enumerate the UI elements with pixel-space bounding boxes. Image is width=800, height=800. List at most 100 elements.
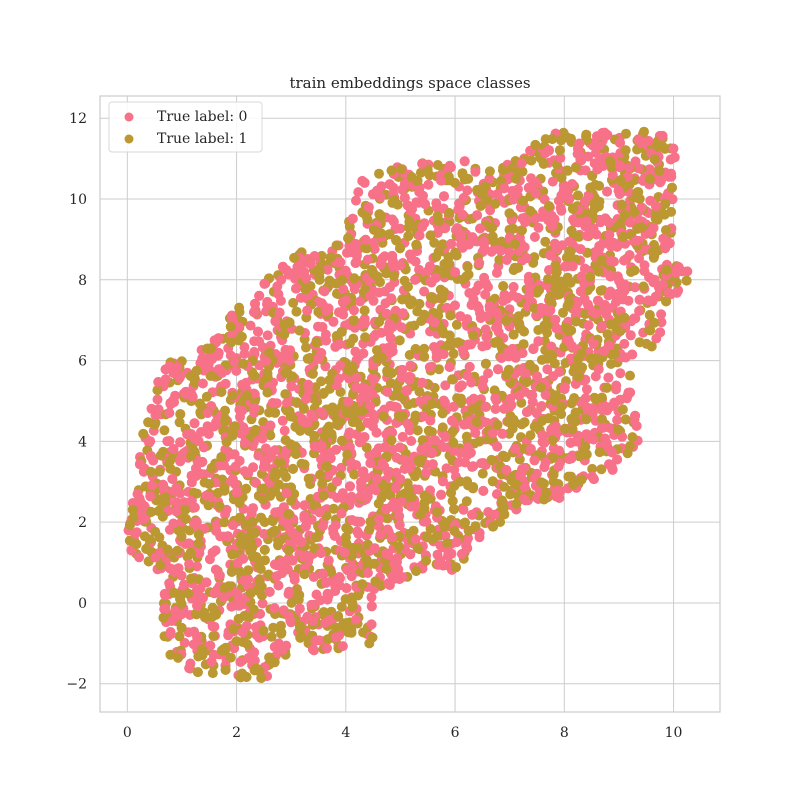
data-point-label-1 [471, 416, 482, 427]
data-point-label-1 [368, 268, 379, 279]
data-point-label-0 [495, 245, 506, 256]
data-point-label-0 [487, 428, 498, 439]
data-point-label-1 [226, 337, 237, 348]
data-point-label-0 [285, 615, 296, 626]
data-point-label-1 [348, 542, 359, 553]
data-point-label-1 [313, 306, 324, 317]
data-point-label-0 [598, 305, 609, 316]
data-point-label-1 [327, 402, 338, 413]
data-point-label-0 [615, 137, 625, 148]
data-point-label-1 [160, 492, 171, 503]
data-point-label-1 [544, 201, 554, 212]
data-point-label-0 [383, 467, 394, 478]
data-point-label-1 [243, 565, 254, 576]
data-point-label-0 [317, 322, 328, 332]
data-point-label-1 [566, 225, 577, 236]
data-point-label-1 [216, 452, 227, 463]
data-point-label-0 [205, 640, 216, 651]
data-point-label-1 [318, 388, 329, 399]
data-point-label-1 [620, 145, 631, 156]
data-point-label-0 [209, 621, 220, 632]
data-point-label-1 [571, 316, 582, 327]
data-point-label-0 [455, 311, 466, 322]
data-point-label-0 [539, 437, 550, 448]
data-point-label-1 [246, 537, 257, 548]
data-point-label-1 [516, 225, 527, 236]
data-point-label-1 [204, 479, 215, 490]
data-point-label-0 [318, 521, 328, 531]
data-point-label-1 [594, 196, 605, 207]
data-point-label-0 [223, 531, 233, 542]
data-point-label-1 [556, 135, 567, 146]
data-point-label-0 [239, 575, 249, 586]
data-point-label-0 [381, 308, 392, 319]
data-point-label-0 [480, 289, 491, 300]
data-point-label-0 [436, 489, 447, 500]
data-point-label-0 [531, 408, 542, 419]
data-point-label-1 [492, 419, 503, 430]
data-point-label-1 [439, 268, 450, 279]
data-point-label-0 [323, 555, 334, 566]
data-point-label-1 [394, 335, 405, 346]
data-point-label-0 [410, 534, 421, 545]
data-point-label-0 [479, 272, 490, 283]
data-point-label-0 [515, 469, 526, 480]
data-point-label-0 [337, 492, 348, 503]
data-point-label-1 [165, 455, 175, 466]
data-point-label-1 [242, 639, 253, 650]
data-point-label-0 [448, 401, 459, 412]
data-point-label-1 [370, 576, 381, 587]
data-point-label-1 [386, 435, 397, 446]
data-point-label-0 [309, 251, 320, 262]
data-point-label-0 [439, 397, 450, 408]
data-point-label-0 [165, 398, 176, 409]
data-point-label-1 [526, 155, 537, 166]
data-point-label-0 [483, 368, 494, 379]
data-point-label-1 [331, 622, 342, 633]
data-point-label-0 [328, 316, 339, 327]
data-point-label-0 [446, 162, 456, 173]
data-point-label-1 [570, 407, 581, 418]
data-point-label-0 [330, 341, 341, 352]
data-point-label-1 [634, 337, 645, 348]
data-point-label-0 [656, 309, 667, 320]
data-point-label-1 [576, 348, 587, 359]
data-point-label-0 [231, 487, 242, 498]
data-point-label-0 [357, 176, 368, 186]
data-point-label-1 [498, 165, 508, 176]
data-point-label-1 [462, 476, 472, 487]
data-point-label-1 [335, 416, 346, 427]
data-point-label-1 [605, 156, 616, 167]
data-point-label-0 [171, 611, 182, 621]
data-point-label-1 [638, 281, 649, 292]
data-point-label-0 [403, 420, 414, 430]
data-point-label-0 [503, 347, 514, 358]
data-point-label-0 [239, 466, 250, 477]
data-point-label-1 [214, 501, 225, 512]
data-point-label-0 [604, 229, 615, 240]
data-point-label-0 [314, 507, 325, 518]
data-point-label-0 [481, 332, 492, 342]
data-point-label-0 [347, 213, 358, 224]
data-point-label-0 [421, 516, 432, 527]
data-point-label-1 [496, 236, 507, 247]
data-point-label-0 [472, 210, 483, 221]
data-point-label-1 [437, 324, 448, 335]
data-point-label-0 [462, 370, 473, 381]
data-point-label-0 [354, 351, 365, 362]
data-point-label-0 [384, 282, 395, 293]
data-point-label-0 [438, 442, 449, 453]
data-point-label-1 [615, 175, 626, 186]
data-point-label-1 [619, 312, 630, 323]
data-point-label-1 [659, 209, 670, 220]
data-point-label-0 [220, 378, 231, 389]
data-point-label-0 [306, 599, 317, 610]
data-point-label-1 [336, 326, 347, 337]
data-point-label-1 [384, 229, 395, 240]
data-point-label-1 [544, 292, 555, 302]
data-point-label-0 [366, 601, 377, 612]
data-point-label-1 [219, 517, 230, 528]
data-point-label-0 [184, 663, 195, 674]
data-point-label-0 [356, 436, 367, 447]
